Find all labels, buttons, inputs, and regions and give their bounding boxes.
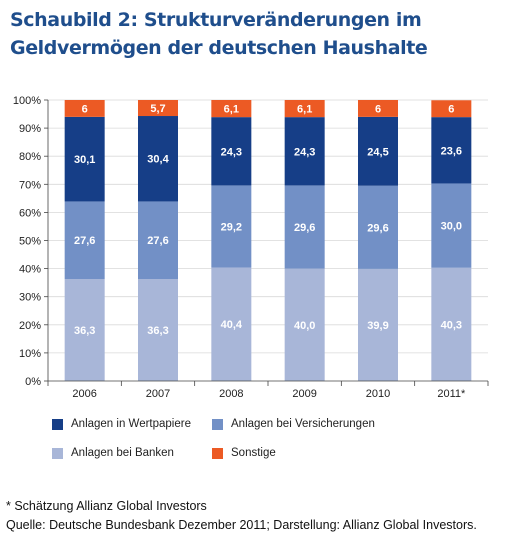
- bar-segment: [64, 278, 105, 381]
- bar-value-label: 29,6: [367, 222, 388, 234]
- bar-segment: [138, 100, 178, 117]
- legend-label: Anlagen in Wertpapiere: [71, 418, 191, 430]
- bar-value-label: 6,1: [224, 104, 239, 116]
- x-tick-label: 2009: [292, 388, 316, 400]
- bar-segment: [64, 116, 105, 202]
- bar-value-label: 36,3: [147, 325, 168, 337]
- bar-segment: [284, 100, 325, 118]
- bar-segment: [358, 116, 398, 186]
- bar-value-label: 29,6: [294, 222, 315, 234]
- y-tick-label: 90%: [19, 123, 41, 135]
- bar-segment: [358, 268, 398, 381]
- bar-value-label: 24,3: [294, 146, 315, 158]
- x-tick-label: 2008: [219, 388, 243, 400]
- bar-value-label: 27,6: [147, 235, 168, 247]
- bar-value-label: 24,3: [221, 146, 242, 158]
- bar-segment: [358, 100, 398, 117]
- bar-segment: [211, 117, 252, 186]
- bar-segment: [431, 100, 472, 118]
- bar-segment: [284, 117, 325, 186]
- y-axis-gridlines: [48, 99, 488, 354]
- legend-item-banken: Anlagen bei Banken: [52, 447, 174, 459]
- bar-segment: [431, 183, 472, 268]
- bar-value-label: 40,3: [441, 319, 462, 331]
- legend-label: Anlagen bei Banken: [71, 447, 174, 459]
- y-tick-label: 40%: [19, 264, 41, 276]
- bar-segment: [211, 185, 252, 268]
- footnote: * Schätzung Allianz Global Investors: [6, 499, 207, 513]
- bar-value-label: 6: [375, 103, 381, 115]
- bar-segment: [138, 278, 178, 381]
- y-tick-label: 10%: [19, 348, 41, 360]
- source-note: Quelle: Deutsche Bundesbank Dezember 201…: [6, 518, 477, 532]
- bar-segment: [284, 185, 325, 269]
- bar-value-label: 36,3: [74, 325, 95, 337]
- legend-swatch: [212, 447, 223, 459]
- bar-segment: [138, 201, 178, 279]
- bar-segment: [211, 100, 252, 118]
- bar-value-label: 5,7: [150, 103, 165, 115]
- bar-value-label: 6: [82, 103, 88, 115]
- x-tick-label: 2011*: [437, 388, 466, 400]
- chart-footer: * Schätzung Allianz Global Investors Que…: [6, 497, 516, 535]
- y-tick-label: 30%: [19, 292, 41, 304]
- legend-label: Sonstige: [231, 447, 276, 459]
- bar-segment: [138, 116, 178, 202]
- bar-value-label: 23,6: [441, 145, 462, 157]
- bar-segment: [64, 100, 105, 117]
- legend-item-wertpapiere: Anlagen in Wertpapiere: [52, 418, 191, 430]
- legend-swatch: [212, 418, 223, 430]
- chart-title: Schaubild 2: Strukturveränderungen im Ge…: [10, 9, 428, 59]
- legend-swatch: [52, 447, 63, 459]
- y-tick-label: 50%: [19, 236, 41, 248]
- stacked-bar-chart: 36,3 27,6 30,1 6 36,3 27,6 30,4 5,7 40,4 29,2 24,3…: [13, 95, 489, 400]
- bar-segment: [358, 185, 398, 269]
- legend-item-sonstige: Sonstige: [212, 447, 276, 459]
- y-tick-label: 70%: [19, 179, 41, 191]
- x-tick-label: 2006: [72, 388, 96, 400]
- y-tick-label: 60%: [19, 207, 41, 219]
- bar-value-label: 29,2: [221, 221, 242, 233]
- y-tick-label: 100%: [13, 95, 41, 107]
- legend-swatch: [52, 418, 63, 430]
- legend-item-versicherungen: Anlagen bei Versicherungen: [212, 418, 375, 430]
- bar-value-label: 30,1: [74, 154, 95, 166]
- x-tick-label: 2007: [146, 388, 170, 400]
- legend-label: Anlagen bei Versicherungen: [231, 418, 375, 430]
- bar-segment: [284, 268, 325, 381]
- bar-segment: [211, 267, 252, 381]
- bar-value-label: 6: [448, 104, 454, 116]
- x-tick-label: 2010: [366, 388, 390, 400]
- bar-value-label: 39,9: [367, 320, 388, 332]
- bar-segment: [64, 201, 105, 279]
- bar-value-label: 6,1: [297, 104, 312, 116]
- axes: 0% 10% 20% 30% 40% 50% 60% 70% 80% 90% 100% 2006 200…: [13, 95, 489, 400]
- bar-value-label: 30,0: [441, 221, 462, 233]
- bar-value-label: 30,4: [147, 154, 169, 166]
- bar-value-label: 27,6: [74, 235, 95, 247]
- y-tick-label: 80%: [19, 151, 41, 163]
- y-tick-label: 20%: [19, 320, 41, 332]
- bar-segment: [431, 117, 472, 184]
- bar-value-label: 24,5: [367, 146, 388, 158]
- bar-value-label: 40,0: [294, 320, 315, 332]
- bar-segment: [431, 267, 472, 381]
- bar-value-label: 40,4: [221, 319, 243, 331]
- y-tick-label: 0%: [25, 376, 41, 388]
- bar-series: 36,3 27,6 30,1 6 36,3 27,6 30,4 5,7 40,4 29,2 24,3…: [64, 100, 472, 381]
